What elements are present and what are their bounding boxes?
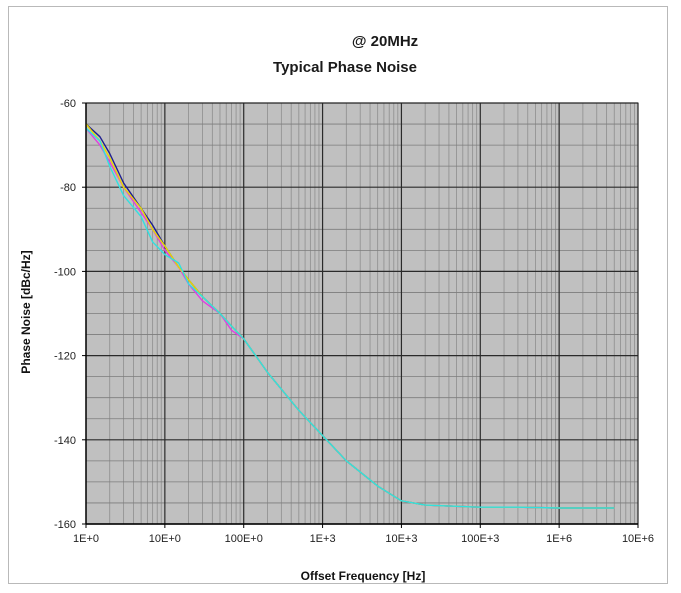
x-tick-label: 10E+0: [149, 533, 181, 545]
series-line-4: [85, 127, 615, 509]
y-tick-label: -140: [54, 435, 76, 447]
x-tick-label: 1E+6: [546, 533, 572, 545]
x-tick-label: 10E+6: [622, 533, 654, 545]
y-tick-label: -160: [54, 519, 76, 531]
x-tick-labels: 1E+0 10E+0 100E+0 1E+3 10E+3 100E+3 1E+6 10E+6: [73, 524, 654, 545]
y-tick-label: -80: [60, 182, 76, 194]
x-tick-label: 1E+0: [73, 533, 99, 545]
series-layer: [85, 123, 615, 509]
y-axis-label: Phase Noise [dBc/Hz]: [19, 250, 33, 373]
y-tick-label: -120: [54, 351, 76, 363]
x-axis-label: Offset Frequency [Hz]: [301, 569, 426, 583]
y-tick-label: -60: [60, 98, 76, 110]
grid-minor: [86, 103, 638, 524]
x-tick-label: 1E+3: [310, 533, 336, 545]
chart-title: @ 20MHz: [352, 33, 418, 50]
x-tick-label: 10E+3: [385, 533, 417, 545]
axes: [85, 102, 639, 525]
y-tick-label: -100: [54, 266, 76, 278]
x-tick-label: 100E+3: [461, 533, 499, 545]
y-tick-labels: -60 -80 -100 -120 -140 -160: [54, 98, 86, 531]
chart-subtitle: Typical Phase Noise: [273, 59, 417, 76]
x-tick-label: 100E+0: [225, 533, 263, 545]
